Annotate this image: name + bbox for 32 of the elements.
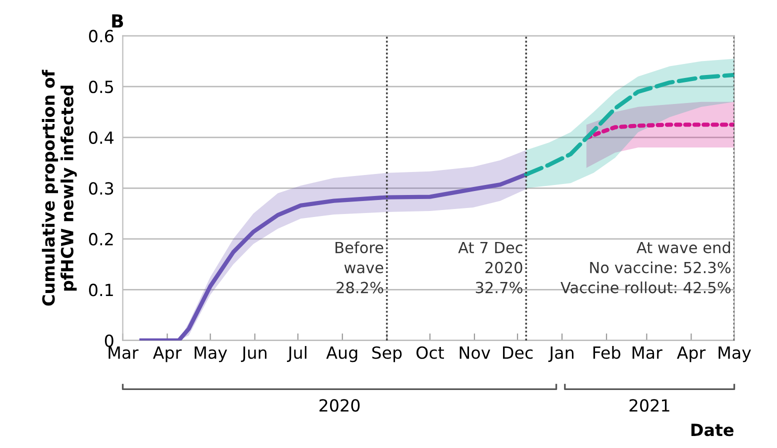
x-tick-label: Oct	[416, 346, 444, 359]
x-tick-label: Jul	[286, 346, 306, 362]
ref-line-label: Before wave 28.2%	[336, 241, 384, 294]
x-tick-label: Apr	[152, 346, 182, 362]
x-tick-label: Jan	[548, 346, 574, 362]
y-tick-label: 0.2	[89, 232, 113, 246]
x-tick-label: Apr	[676, 346, 706, 362]
x-tick-label: May	[194, 346, 228, 362]
x-tick-label: Sep	[372, 346, 402, 362]
line-series	[524, 72, 734, 177]
x-tick-label: Mar	[108, 346, 138, 359]
y-tick-label: 0.4	[89, 131, 114, 144]
y-tick-label: 0.5	[89, 80, 113, 94]
x-tick-label: Nov	[460, 346, 490, 359]
ref-line-label: At 7 Dec 2020 32.7%	[458, 242, 522, 294]
x-tick-label: Jun	[240, 346, 266, 362]
x-tick-label: Aug	[326, 346, 358, 362]
ref-line-label: At wave end No vaccine: 52.3% Vaccine rollout: 42.5%	[560, 241, 731, 294]
x-tick-label: Mar	[632, 346, 662, 359]
y-tick-label: 0.6	[89, 30, 114, 42]
y-axis-title: Cumulative proportion of pfHCW newly infected	[42, 70, 77, 306]
line-series	[584, 122, 734, 140]
chart-title: B	[112, 14, 124, 28]
y-tick-label: 0.3	[89, 182, 114, 195]
x-axis-title: Date	[691, 424, 734, 436]
y-tick-label: 0	[104, 334, 114, 348]
x-tick-label: Dec	[503, 346, 533, 359]
x-tick-label: Feb	[593, 346, 620, 359]
text: 2021	[630, 399, 670, 412]
y-tick-label: 0.1	[89, 284, 113, 296]
text: 2020	[320, 399, 360, 412]
x-tick-label: May	[718, 346, 751, 362]
